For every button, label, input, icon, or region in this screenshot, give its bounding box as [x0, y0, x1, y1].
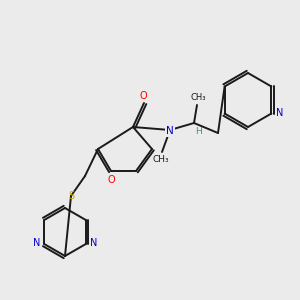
Text: O: O: [139, 91, 147, 101]
Text: S: S: [68, 191, 74, 201]
Text: N: N: [166, 126, 174, 136]
Text: N: N: [32, 238, 40, 248]
Text: CH₃: CH₃: [190, 94, 206, 103]
Text: N: N: [276, 109, 283, 118]
Text: N: N: [90, 238, 98, 248]
Text: O: O: [107, 175, 115, 185]
Text: H: H: [195, 128, 201, 136]
Text: CH₃: CH₃: [153, 155, 169, 164]
